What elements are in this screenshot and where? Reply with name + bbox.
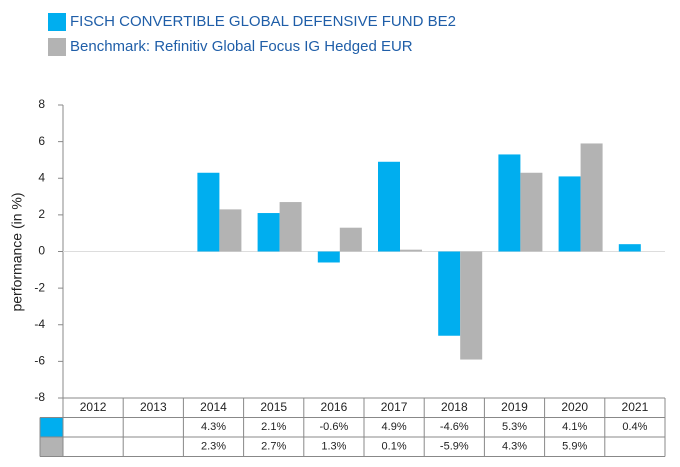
- legend-label: FISCH CONVERTIBLE GLOBAL DEFENSIVE FUND …: [70, 13, 456, 30]
- x-tick-label: 2014: [200, 400, 227, 414]
- y-tick-label: -8: [34, 390, 45, 404]
- y-tick-label: 8: [38, 97, 45, 111]
- table-value: 4.9%: [382, 421, 407, 433]
- bar: [219, 209, 242, 252]
- x-tick-label: 2018: [441, 400, 468, 414]
- table-value: 4.3%: [201, 421, 226, 433]
- legend-swatch: [48, 38, 66, 56]
- y-tick-label: -4: [34, 317, 45, 331]
- x-tick-label: 2017: [381, 400, 408, 414]
- bar: [197, 172, 220, 252]
- table-value: -4.6%: [440, 421, 469, 433]
- y-tick-label: 0: [38, 244, 45, 258]
- x-tick-label: 2020: [561, 400, 588, 414]
- table-value: 4.3%: [502, 441, 527, 453]
- x-tick-label: 2015: [260, 400, 287, 414]
- x-tick-label: 2012: [80, 400, 107, 414]
- table-key: [40, 417, 63, 437]
- y-tick-label: 6: [38, 134, 45, 148]
- bar: [498, 154, 521, 252]
- legend-swatch: [48, 13, 66, 31]
- y-tick-label: 4: [38, 170, 45, 184]
- table-value: 1.3%: [321, 441, 346, 453]
- x-tick-label: 2013: [140, 400, 167, 414]
- x-tick-label: 2019: [501, 400, 528, 414]
- table-value: 0.1%: [382, 441, 407, 453]
- table-value: 2.1%: [261, 421, 286, 433]
- y-tick-label: -6: [34, 354, 45, 368]
- bar: [339, 227, 362, 252]
- bar: [460, 251, 483, 360]
- table-value: 0.4%: [622, 421, 647, 433]
- x-tick-label: 2021: [622, 400, 649, 414]
- table-value: 5.3%: [502, 421, 527, 433]
- table-value: 2.7%: [261, 441, 286, 453]
- bar: [520, 172, 543, 252]
- y-tick-label: -2: [34, 280, 45, 294]
- legend-label: Benchmark: Refinitiv Global Focus IG Hed…: [70, 38, 413, 55]
- x-tick-label: 2016: [321, 400, 348, 414]
- bar: [378, 161, 400, 252]
- bar: [257, 213, 280, 252]
- table-key: [40, 437, 63, 457]
- bar: [558, 176, 581, 252]
- table-value: -5.9%: [440, 441, 469, 453]
- table-value: 2.3%: [201, 441, 226, 453]
- bar: [400, 249, 422, 252]
- y-axis-label: performance (in %): [9, 192, 25, 311]
- bar: [618, 244, 641, 252]
- y-tick-label: 2: [38, 207, 45, 221]
- bar: [279, 202, 302, 252]
- table-value: 4.1%: [562, 421, 587, 433]
- bar: [580, 143, 603, 252]
- bar: [317, 251, 340, 263]
- bar: [438, 251, 461, 336]
- table-value: 5.9%: [562, 441, 587, 453]
- table-value: -0.6%: [320, 421, 349, 433]
